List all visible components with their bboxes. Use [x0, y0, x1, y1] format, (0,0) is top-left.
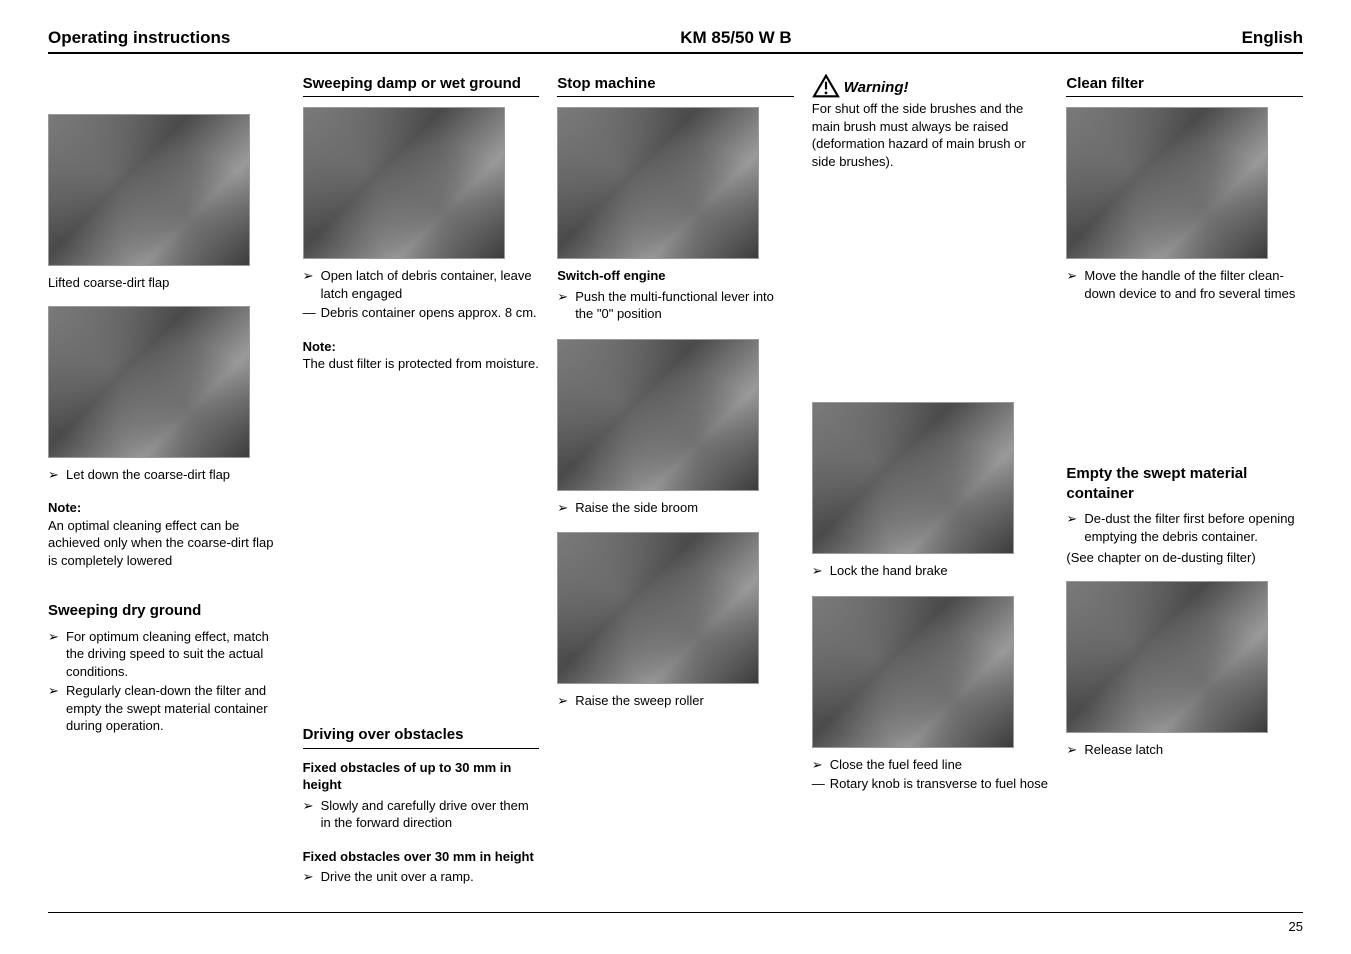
- heading-driving-obstacles: Driving over obstacles: [303, 725, 540, 748]
- obstacle-bullet-1: Slowly and carefully drive over them in …: [303, 797, 540, 832]
- figure-lifted-flap: [48, 114, 250, 266]
- heading-clean-filter: Clean filter: [1066, 74, 1303, 97]
- empty-note: (See chapter on de-dusting filter): [1066, 549, 1303, 567]
- figure-debris-latch: [303, 107, 505, 259]
- figure-side-broom: [557, 339, 759, 491]
- warning-text: For shut off the side brushes and the ma…: [812, 100, 1049, 170]
- heading-empty-container: Empty the swept material container: [1066, 464, 1303, 505]
- raise-sweep-roller: Raise the sweep roller: [557, 692, 794, 710]
- page-header: Operating instructions KM 85/50 W B Engl…: [48, 28, 1303, 54]
- column-3: Stop machine Switch-off engine Push the …: [557, 74, 794, 902]
- heading-sweep-dry: Sweeping dry ground: [48, 601, 285, 621]
- column-4: Warning! For shut off the side brushes a…: [812, 74, 1049, 902]
- close-fuel: Close the fuel feed line: [812, 756, 1049, 774]
- release-latch: Release latch: [1066, 741, 1303, 759]
- header-left: Operating instructions: [48, 28, 230, 48]
- subheading-switch-off: Switch-off engine: [557, 267, 794, 285]
- lock-hand-brake: Lock the hand brake: [812, 562, 1049, 580]
- note-label-2: Note:: [303, 339, 336, 354]
- dampwet-dash-1: Debris container opens approx. 8 cm.: [303, 304, 540, 322]
- switchoff-bullet-1: Push the multi-functional lever into the…: [557, 288, 794, 323]
- column-1: Lifted coarse-dirt flap Let down the coa…: [48, 74, 285, 902]
- content-columns: Lifted coarse-dirt flap Let down the coa…: [48, 54, 1303, 902]
- figure-sweep-roller: [557, 532, 759, 684]
- note-block-2: Note: The dust filter is protected from …: [303, 338, 540, 373]
- caption-lifted-flap: Lifted coarse-dirt flap: [48, 274, 285, 292]
- page-number: 25: [1289, 919, 1303, 934]
- warning-icon: [812, 74, 840, 98]
- dampwet-bullet-1: Open latch of debris container, leave la…: [303, 267, 540, 302]
- note-label: Note:: [48, 500, 81, 515]
- note-block-1: Note: An optimal cleaning effect can be …: [48, 499, 285, 569]
- sweepdry-bullet-2: Regularly clean-down the filter and empt…: [48, 682, 285, 735]
- obstacle-bullet-2: Drive the unit over a ramp.: [303, 868, 540, 886]
- figure-hand-brake: [812, 402, 1014, 554]
- subheading-fixed-30: Fixed obstacles of up to 30 mm in height: [303, 759, 540, 794]
- raise-side-broom: Raise the side broom: [557, 499, 794, 517]
- figure-release-latch: [1066, 581, 1268, 733]
- heading-damp-wet: Sweeping damp or wet ground: [303, 74, 540, 97]
- heading-stop-machine: Stop machine: [557, 74, 794, 97]
- warning-label: Warning!: [844, 78, 909, 98]
- bullet-lower-flap: Let down the coarse-dirt flap: [48, 466, 285, 484]
- column-2: Sweeping damp or wet ground Open latch o…: [303, 74, 540, 902]
- figure-filter-handle: [1066, 107, 1268, 259]
- header-right: English: [1242, 28, 1303, 48]
- subheading-fixed-over30: Fixed obstacles over 30 mm in height: [303, 848, 540, 866]
- page-footer: 25: [48, 912, 1303, 934]
- rotary-knob-note: Rotary knob is transverse to fuel hose: [812, 775, 1049, 793]
- sweepdry-bullet-1: For optimum cleaning effect, match the d…: [48, 628, 285, 681]
- warning-row: Warning!: [812, 74, 1049, 98]
- figure-fuel-line: [812, 596, 1014, 748]
- clean-filter-bullet: Move the handle of the filter clean-down…: [1066, 267, 1303, 302]
- header-center: KM 85/50 W B: [680, 28, 791, 48]
- empty-bullet-1: De-dust the filter first before opening …: [1066, 510, 1303, 545]
- note-text: An optimal cleaning effect can be achiev…: [48, 518, 273, 568]
- column-5: Clean filter Move the handle of the filt…: [1066, 74, 1303, 902]
- figure-switch-off: [557, 107, 759, 259]
- note-text-2: The dust filter is protected from moistu…: [303, 356, 539, 371]
- figure-lower-flap: [48, 306, 250, 458]
